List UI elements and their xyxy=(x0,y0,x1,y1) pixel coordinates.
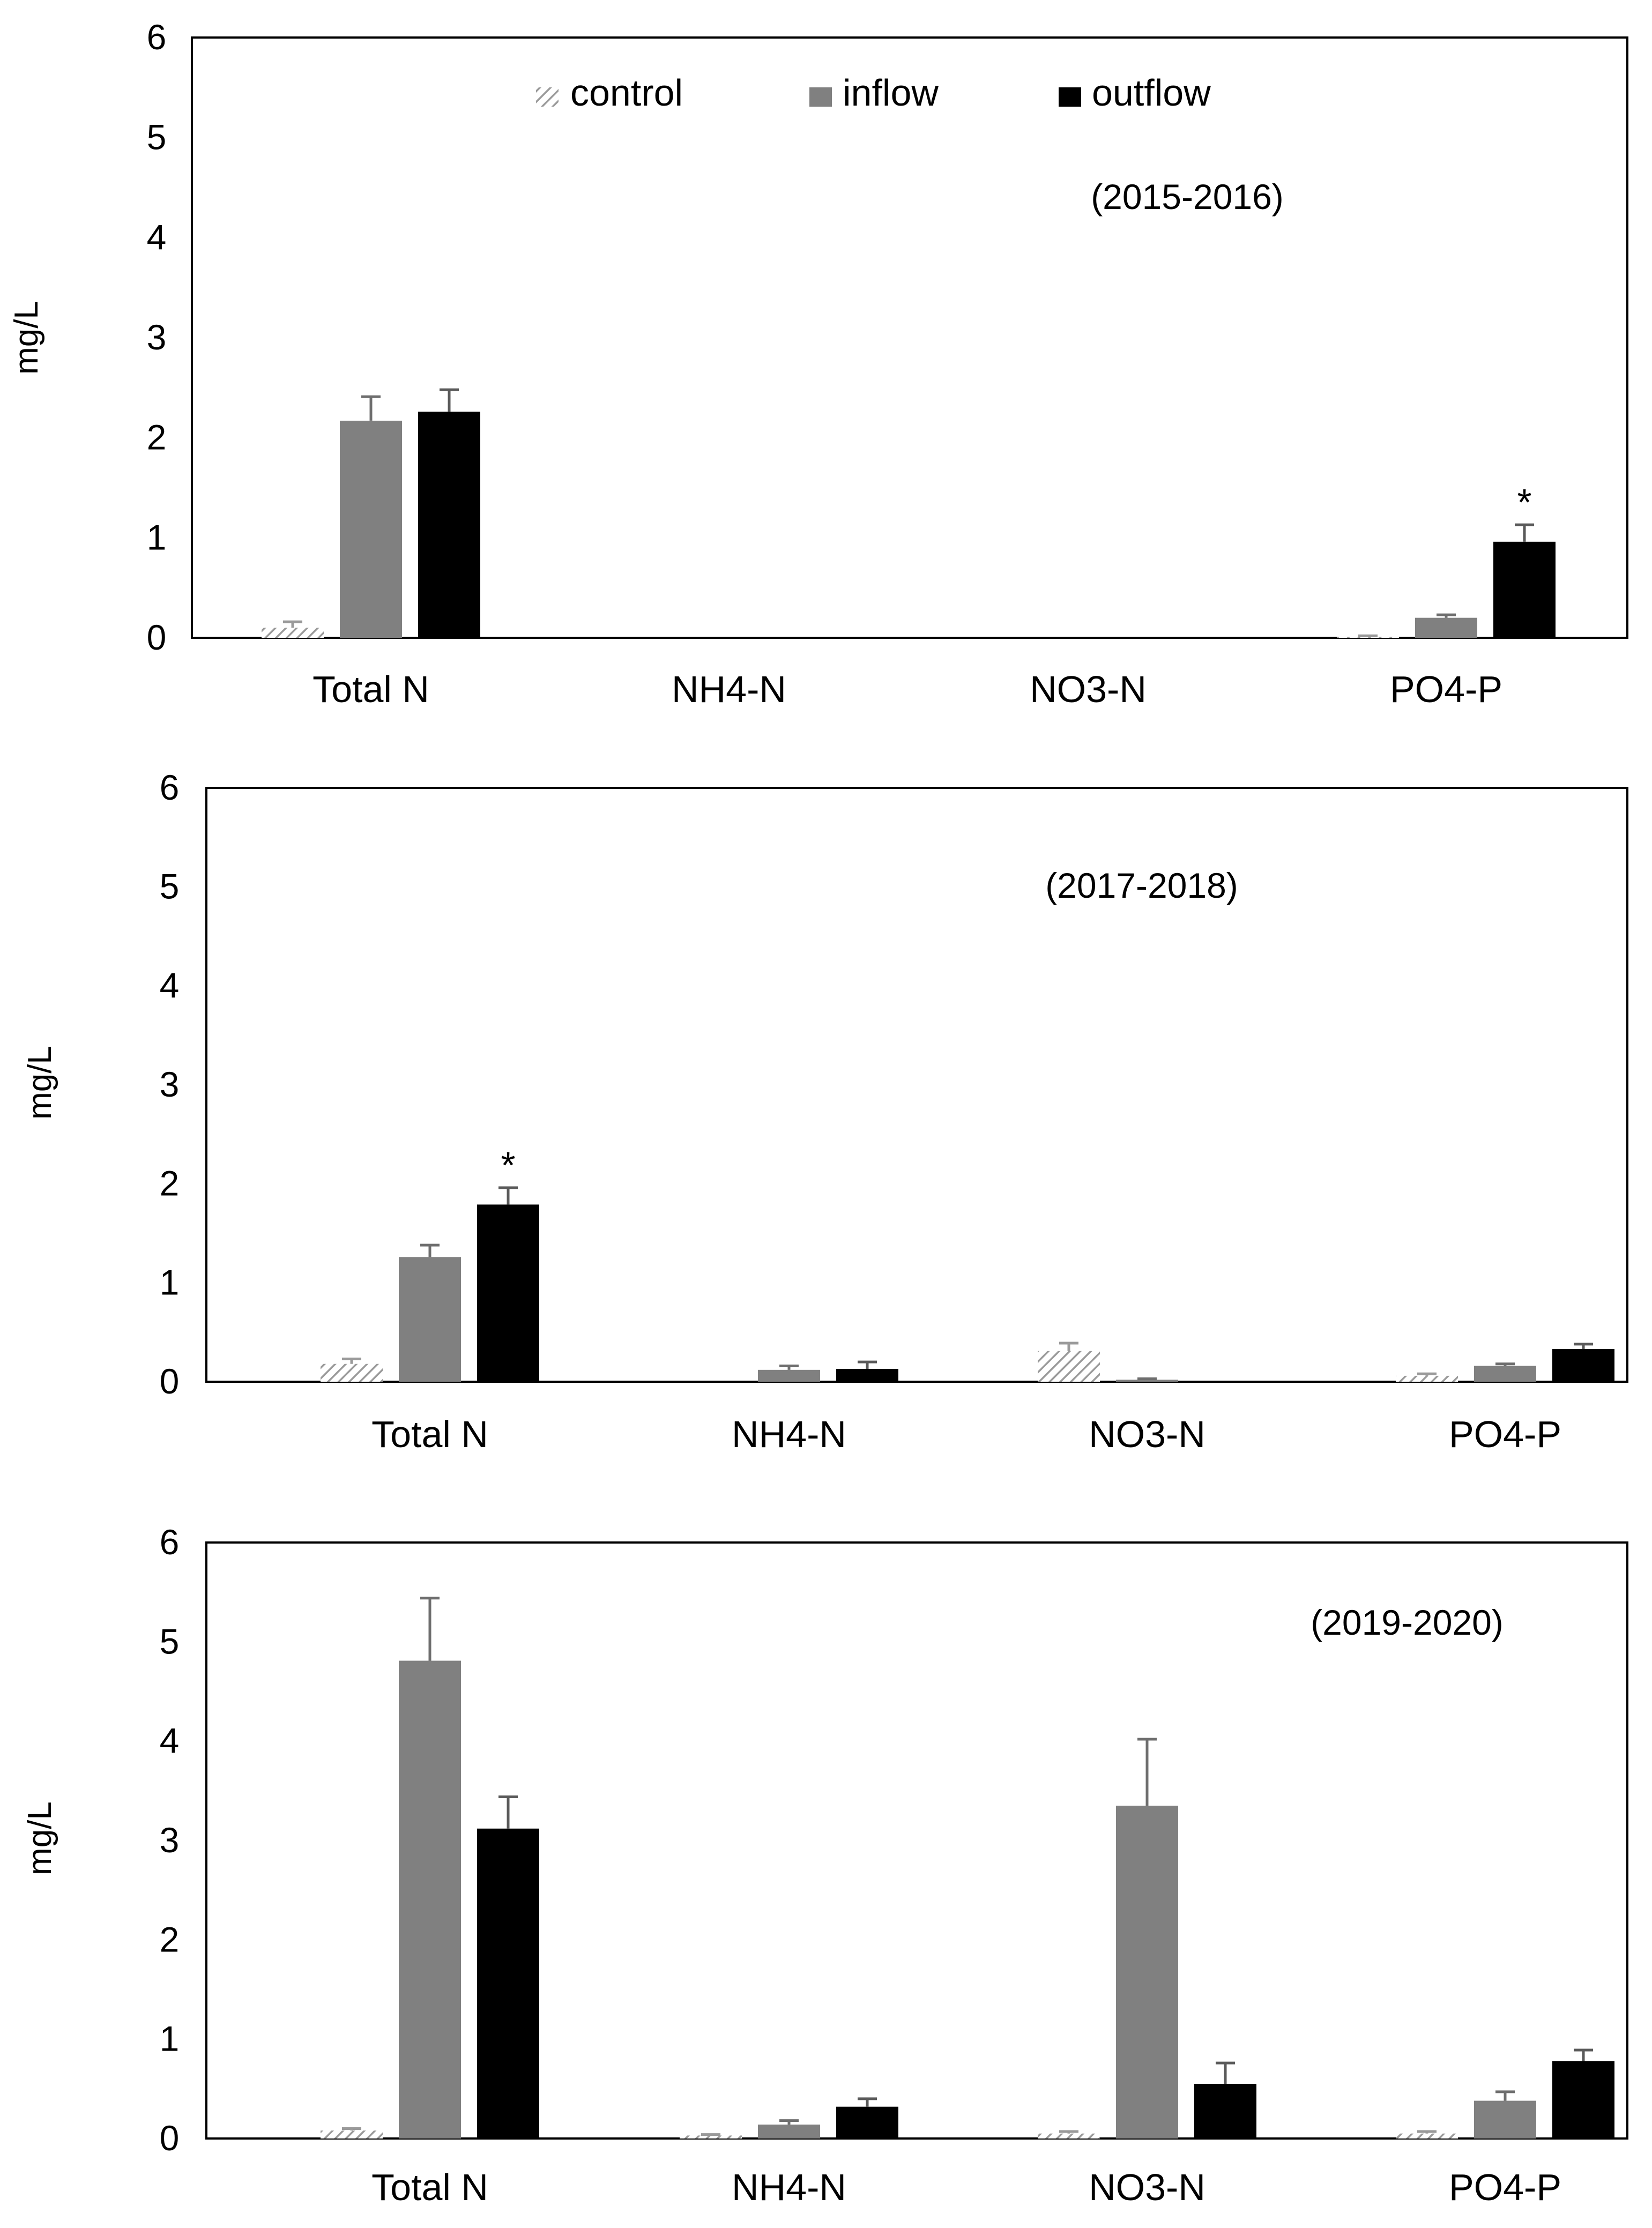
y-tick-label: 6 xyxy=(160,1522,180,1562)
bar-inflow xyxy=(758,2125,820,2138)
bar-inflow xyxy=(758,1369,820,1382)
y-tick-label: 3 xyxy=(160,1064,180,1104)
x-category-label: NH4-N xyxy=(672,668,786,710)
y-tick-label: 2 xyxy=(147,418,167,457)
bar-control xyxy=(680,2135,742,2138)
y-tick-label: 1 xyxy=(147,517,167,557)
x-category-label: Total N xyxy=(371,2166,488,2208)
bar-control xyxy=(1337,637,1399,638)
x-category-label: NO3-N xyxy=(1030,668,1147,710)
bar-outflow xyxy=(477,1204,539,1382)
bar-control xyxy=(1038,1351,1100,1382)
bar-inflow xyxy=(1415,617,1477,638)
panel-2017-2018: mg/L (2017-2018) 0 1 2 3 4 5 6 Total N NH4-N NO3-… xyxy=(21,767,1628,1455)
bar-inflow xyxy=(340,420,402,638)
period-label: (2017-2018) xyxy=(1045,866,1238,905)
y-tick-label: 3 xyxy=(147,317,167,357)
y-axis-label: mg/L xyxy=(8,301,45,375)
bar-inflow xyxy=(1474,2100,1536,2138)
x-category-label: Total N xyxy=(312,668,429,710)
x-category-label: PO4-P xyxy=(1390,668,1502,710)
bar-control xyxy=(1396,1375,1458,1382)
y-tick-label: 1 xyxy=(160,2019,180,2059)
legend-swatch-control xyxy=(536,87,559,107)
y-tick-label: 0 xyxy=(160,2118,180,2158)
bar-outflow xyxy=(1552,2061,1614,2138)
x-category-label: NO3-N xyxy=(1089,1413,1205,1455)
period-label: (2019-2020) xyxy=(1311,1603,1504,1642)
plot-area-frame xyxy=(205,787,1628,1383)
y-tick-label: 3 xyxy=(160,1820,180,1860)
panel-2015-2016: mg/L (2015-2016) control inflow outflow … xyxy=(8,17,1628,710)
y-tick-label: 2 xyxy=(160,1164,180,1203)
y-tick-label: 0 xyxy=(147,617,167,657)
y-axis-label: mg/L xyxy=(21,1801,58,1875)
bar-outflow xyxy=(1552,1349,1614,1382)
bar-outflow xyxy=(477,1828,539,2138)
bar-control xyxy=(1038,2133,1100,2138)
y-tick-label: 4 xyxy=(147,217,167,257)
y-tick-label: 2 xyxy=(160,1919,180,1959)
legend-swatch-inflow xyxy=(809,87,832,107)
y-tick-label: 4 xyxy=(160,1721,180,1761)
legend: control inflow outflow xyxy=(536,72,1211,114)
y-tick-label: 5 xyxy=(160,867,180,906)
plot-area-frame xyxy=(205,1541,1628,2140)
bar-outflow xyxy=(1194,1381,1256,1382)
bar-inflow xyxy=(1116,1380,1178,1382)
x-category-label: PO4-P xyxy=(1449,1413,1561,1455)
y-axis-label: mg/L xyxy=(21,1046,58,1120)
y-tick-label: 4 xyxy=(160,965,180,1005)
x-category-label: PO4-P xyxy=(1449,2166,1561,2208)
bar-outflow xyxy=(836,1368,898,1382)
y-tick-label: 6 xyxy=(147,17,167,57)
bar-inflow xyxy=(399,1660,461,2138)
y-tick-label: 5 xyxy=(160,1621,180,1661)
significance-marker: * xyxy=(1517,481,1531,523)
bar-control xyxy=(321,1363,383,1382)
bar-control xyxy=(262,628,324,638)
bar-outflow xyxy=(1493,541,1556,638)
bar-control xyxy=(1396,2133,1458,2138)
bar-outflow xyxy=(836,2106,898,2138)
legend-label-control: control xyxy=(570,72,683,114)
legend-label-outflow: outflow xyxy=(1092,72,1211,114)
significance-marker: * xyxy=(501,1144,515,1186)
x-category-label: NO3-N xyxy=(1089,2166,1205,2208)
bar-outflow xyxy=(1194,2084,1256,2138)
y-tick-label: 6 xyxy=(160,767,180,807)
y-tick-label: 0 xyxy=(160,1361,180,1401)
legend-label-inflow: inflow xyxy=(843,72,939,114)
period-label: (2015-2016) xyxy=(1091,177,1284,217)
x-category-label: Total N xyxy=(371,1413,488,1455)
plot-area-frame xyxy=(191,36,1628,639)
bar-inflow xyxy=(1116,1806,1178,2138)
y-tick-label: 1 xyxy=(160,1262,180,1302)
bar-control xyxy=(321,2130,383,2138)
legend-swatch-outflow xyxy=(1059,87,1081,107)
x-category-label: NH4-N xyxy=(732,2166,846,2208)
x-category-label: NH4-N xyxy=(732,1413,846,1455)
y-tick-label: 5 xyxy=(147,117,167,157)
bar-outflow xyxy=(418,412,480,638)
bar-inflow xyxy=(399,1257,461,1382)
panel-2019-2020: mg/L (2019-2020) 0 1 2 3 4 5 6 Total N NH4-N NO3-… xyxy=(21,1522,1628,2208)
bar-inflow xyxy=(1474,1366,1536,1382)
